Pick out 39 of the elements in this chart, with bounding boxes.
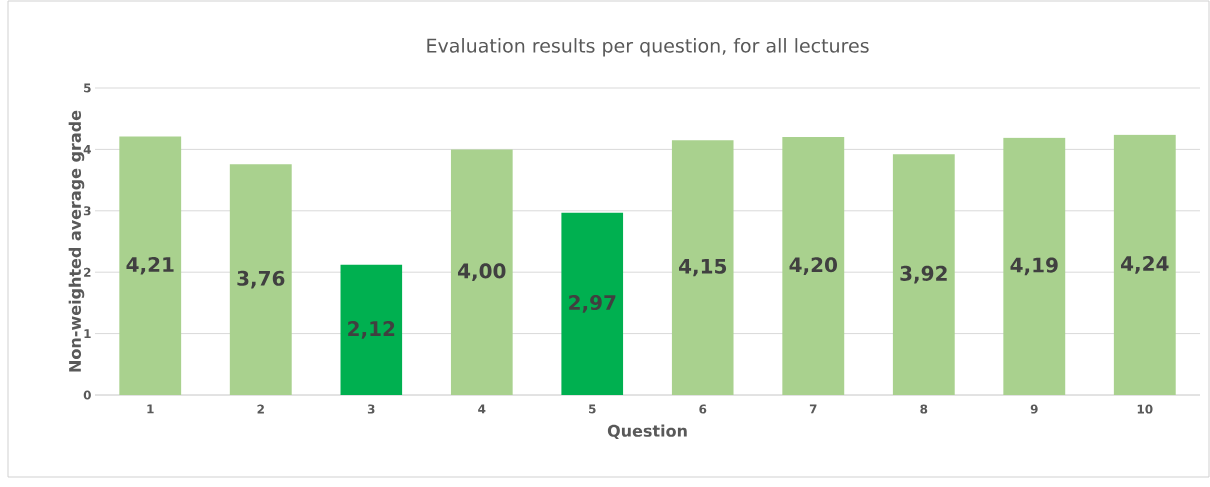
x-tick-label: 8 [920,404,928,414]
data-label: 4,00 [458,263,506,282]
y-tick-label: 2 [84,267,91,277]
x-tick-label: 9 [1030,404,1038,414]
data-label: 3,92 [900,265,947,284]
data-label: 4,24 [1121,255,1169,274]
bar [892,154,955,395]
bar [1003,137,1066,395]
data-label: 4,19 [1010,257,1058,276]
bar [119,136,182,395]
y-tick-label: 4 [83,145,91,154]
x-tick-label: 2 [257,404,264,414]
bar [561,212,624,395]
bar [671,140,734,395]
x-axis-title: Question [607,424,687,439]
y-tick-label: 3 [83,206,91,216]
y-tick-label: 0 [83,390,91,400]
bar [340,264,403,395]
data-label: 2,12 [348,321,395,339]
x-tick-label: 4 [478,404,486,414]
x-tick-label: 10 [1137,404,1153,414]
data-label: 4,15 [679,258,727,277]
data-label: 2,97 [569,294,616,313]
bar [229,164,292,395]
data-label: 4,21 [126,256,174,275]
x-tick-label: 1 [147,404,154,414]
x-tick-label: 5 [589,404,596,414]
data-label: 3,76 [237,270,285,289]
data-label: 4,20 [789,257,837,275]
y-tick-label: 1 [84,329,91,338]
chart-title: Evaluation results per question, for all lectures [427,38,869,57]
bar [1113,134,1176,395]
bar [782,137,845,395]
x-tick-label: 6 [699,404,707,414]
y-tick-label: 5 [84,83,91,93]
bar [450,149,513,395]
x-tick-label: 3 [367,404,375,414]
y-axis-title: Non-weighted average grade [68,110,85,372]
x-tick-label: 7 [809,404,817,414]
